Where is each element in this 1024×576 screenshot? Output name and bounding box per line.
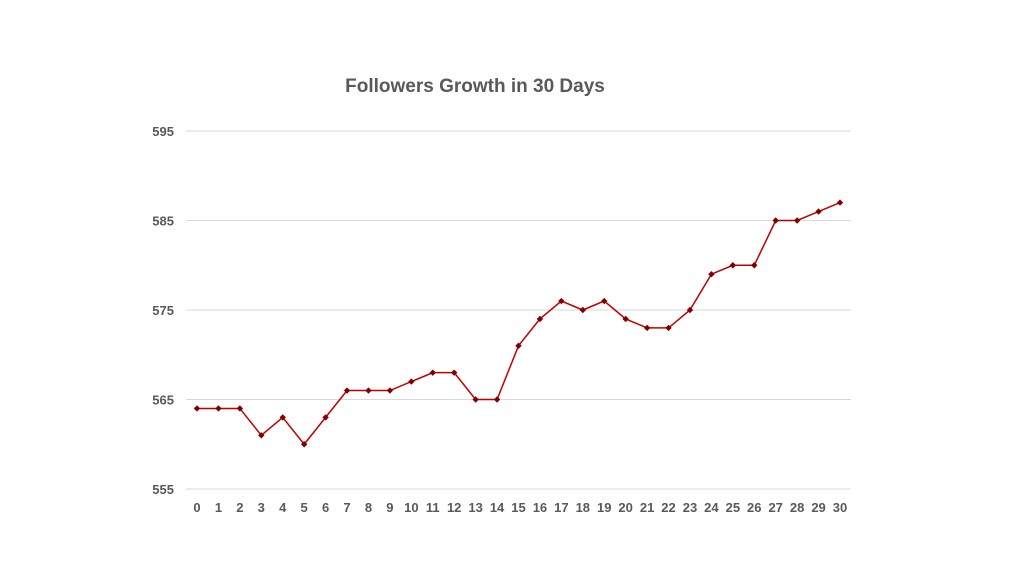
x-tick-label: 14 [490, 500, 505, 515]
x-tick-label: 8 [365, 500, 372, 515]
x-tick-label: 9 [386, 500, 393, 515]
data-point [536, 315, 544, 323]
y-tick-label: 555 [152, 482, 174, 497]
data-point [493, 396, 501, 403]
x-tick-label: 2 [236, 500, 243, 515]
data-point [665, 324, 672, 332]
data-point [365, 387, 372, 394]
data-point [300, 441, 308, 448]
y-tick-label: 565 [152, 393, 174, 408]
series-line [197, 201, 841, 446]
x-tick-label: 26 [747, 500, 761, 515]
x-tick-label: 6 [322, 500, 329, 515]
data-point [279, 414, 286, 421]
x-tick-label: 4 [279, 500, 287, 515]
data-point [622, 315, 629, 323]
data-point [472, 396, 479, 403]
x-tick-label: 25 [726, 500, 740, 515]
x-tick-label: 22 [661, 500, 675, 515]
data-point [386, 387, 394, 394]
x-tick-label: 17 [554, 500, 568, 515]
y-tick-label: 585 [152, 214, 174, 229]
data-point [236, 405, 244, 412]
data-point [408, 378, 415, 385]
x-tick-label: 29 [811, 500, 825, 515]
x-tick-label: 20 [618, 500, 632, 515]
x-tick-label: 7 [343, 500, 350, 515]
data-point [708, 271, 715, 278]
data-point [579, 306, 586, 314]
y-axis-ticks: 555 565 575 585 595 [152, 124, 174, 497]
x-tick-label: 10 [404, 500, 418, 515]
chart-title: Followers Growth in 30 Days [345, 76, 605, 97]
data-point [815, 208, 822, 215]
x-tick-label: 28 [790, 500, 804, 515]
x-tick-label: 30 [833, 500, 847, 515]
x-tick-label: 16 [533, 500, 547, 515]
x-tick-label: 1 [215, 500, 222, 515]
x-tick-label: 12 [447, 500, 461, 515]
data-point [451, 369, 458, 376]
x-axis-ticks: 0 1 2 3 4 5 6 7 8 9 10 11 12 13 14 15 16 17 18 19 20 21 22 23 24… [193, 500, 847, 515]
data-point [558, 297, 565, 305]
data-point [343, 387, 351, 394]
data-point [193, 405, 201, 412]
x-tick-label: 13 [468, 500, 482, 515]
data-point [215, 405, 222, 412]
data-point [429, 369, 436, 376]
data-point [751, 262, 758, 269]
x-tick-label: 3 [258, 500, 265, 515]
data-point [729, 262, 737, 269]
data-point [643, 324, 651, 332]
x-tick-label: 5 [301, 500, 308, 515]
x-tick-label: 21 [640, 500, 654, 515]
x-tick-label: 24 [704, 500, 719, 515]
x-tick-label: 11 [426, 500, 440, 515]
data-point [836, 199, 844, 206]
x-tick-label: 27 [768, 500, 782, 515]
data-point [793, 217, 801, 224]
data-point [686, 306, 694, 314]
data-point [322, 414, 329, 421]
x-tick-label: 19 [597, 500, 611, 515]
x-tick-label: 15 [511, 500, 525, 515]
series-followers [193, 199, 844, 448]
data-point [772, 217, 779, 224]
gridlines [186, 130, 851, 490]
x-tick-label: 23 [683, 500, 697, 515]
x-tick-label: 0 [193, 500, 200, 515]
data-point [515, 342, 522, 349]
data-point [601, 297, 608, 305]
y-tick-label: 575 [152, 303, 174, 318]
x-tick-label: 18 [576, 500, 590, 515]
data-point [258, 432, 265, 439]
y-tick-label: 595 [152, 124, 174, 139]
